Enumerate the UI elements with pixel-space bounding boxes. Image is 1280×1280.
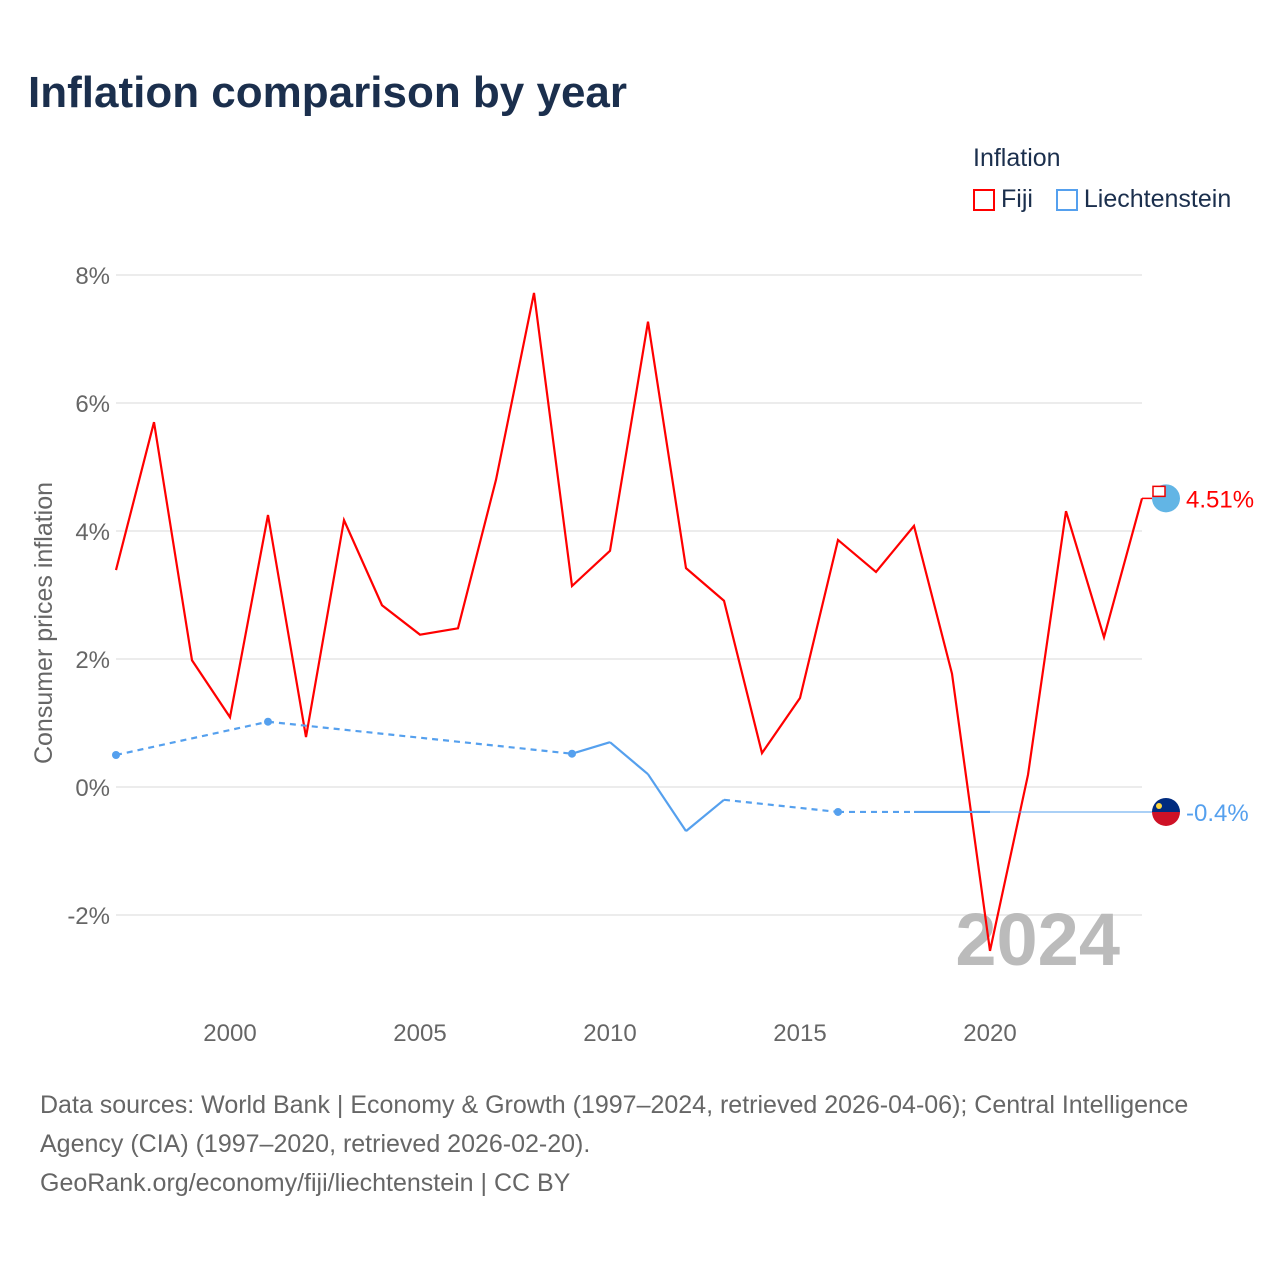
series-segment-liechtenstein bbox=[609, 741, 649, 776]
series-segment-liechtenstein bbox=[647, 773, 687, 832]
legend-item-fiji[interactable]: Fiji bbox=[973, 185, 1033, 214]
legend-swatch bbox=[973, 188, 995, 211]
liechtenstein-flag-lower bbox=[1152, 811, 1181, 826]
data-point bbox=[112, 751, 120, 759]
y-tick-label: 4% bbox=[75, 519, 110, 546]
legend: Inflation Fiji Liechtenstein bbox=[973, 144, 1247, 218]
legend-label: Liechtenstein bbox=[1083, 185, 1232, 213]
x-tick-label: 2005 bbox=[393, 1020, 446, 1047]
crown-icon bbox=[1156, 802, 1162, 809]
data-point bbox=[568, 749, 576, 758]
source-link[interactable]: GeoRank.org/economy/fiji/liechtenstein |… bbox=[40, 1169, 571, 1197]
y-tick-label: 0% bbox=[75, 775, 110, 802]
series-line-fiji bbox=[114, 292, 1144, 952]
chart-title: Inflation comparison by year bbox=[28, 68, 628, 117]
end-label-fiji: 4.51% bbox=[1186, 486, 1254, 513]
y-tick-label: 2% bbox=[75, 647, 110, 674]
legend-title: Inflation bbox=[973, 144, 1061, 172]
y-tick-label: 8% bbox=[75, 263, 110, 290]
legend-swatch bbox=[1055, 188, 1078, 211]
fiji-flag-canton bbox=[1152, 485, 1166, 498]
legend-item-liechtenstein[interactable]: Liechtenstein bbox=[1055, 185, 1232, 214]
x-tick-label: 2010 bbox=[583, 1020, 636, 1047]
data-point bbox=[834, 807, 842, 816]
chart-area: 8% 6% 4% 2% 0% -2% 2000 2005 2010 2015 2020 Consume… bbox=[30, 263, 1254, 1047]
series-segment-liechtenstein bbox=[571, 741, 611, 755]
y-tick-label: -2% bbox=[67, 903, 110, 930]
series-segment-liechtenstein bbox=[267, 720, 573, 755]
source-line: Data sources: World Bank | Economy & Gro… bbox=[40, 1091, 1189, 1158]
series-segment-liechtenstein bbox=[685, 798, 725, 833]
y-tick-label: 6% bbox=[75, 391, 110, 418]
year-watermark: 2024 bbox=[955, 898, 1120, 981]
x-tick-label: 2015 bbox=[773, 1020, 826, 1047]
data-point bbox=[264, 717, 272, 726]
x-tick-label: 2000 bbox=[203, 1020, 256, 1047]
legend-label: Fiji bbox=[1001, 185, 1033, 213]
x-tick-label: 2020 bbox=[963, 1020, 1016, 1047]
source-note: Data sources: World Bank | Economy & Gro… bbox=[40, 1086, 1240, 1203]
end-label-liechtenstein: -0.4% bbox=[1186, 800, 1249, 827]
series-segment-liechtenstein bbox=[723, 798, 839, 814]
series-segment-liechtenstein bbox=[115, 720, 269, 757]
y-axis-label: Consumer prices inflation bbox=[30, 482, 58, 764]
